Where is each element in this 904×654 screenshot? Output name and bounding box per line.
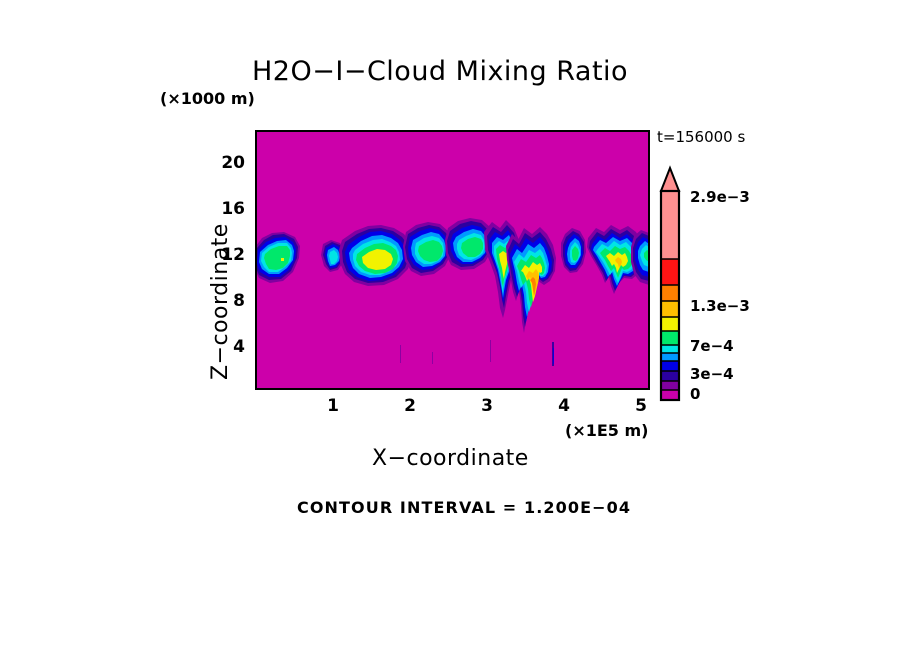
- colorbar-band-blue: [661, 361, 679, 371]
- colorbar-band-magenta: [661, 390, 679, 400]
- y-tick-label-16: 16: [221, 199, 245, 219]
- colorbar-label-2_9e-3: 2.9e−3: [690, 188, 750, 206]
- colorbar-band-gold: [661, 301, 679, 317]
- x-tick-label-1: 1: [327, 396, 339, 416]
- cloud-cell-6: [484, 220, 519, 318]
- colorbar-band-light-blue: [661, 353, 679, 361]
- y-tick-label-12: 12: [221, 245, 245, 265]
- y-tick-label-8: 8: [233, 291, 245, 311]
- cloud-cell-9: [587, 225, 645, 294]
- x-axis-unit-label: (×1E5 m): [565, 421, 649, 440]
- x-tick-label-2: 2: [404, 396, 416, 416]
- colorbar-band-salmon: [661, 191, 679, 259]
- colorbar-arrow-top: [659, 165, 681, 192]
- y-tick-label-20: 20: [221, 153, 245, 173]
- colorbar-band-red: [661, 259, 679, 285]
- colorbar-band-purple: [661, 381, 679, 390]
- colorbar-label-1_3e-3: 1.3e−3: [690, 297, 750, 315]
- time-stamp-label: t=156000 s: [657, 128, 746, 146]
- plot-background: [256, 131, 649, 389]
- cloud-field: [256, 218, 649, 366]
- cloud-cell-2: [321, 240, 345, 272]
- x-tick-label-4: 4: [558, 396, 570, 416]
- cloud-cell-1: [256, 232, 300, 283]
- x-tick-label-3: 3: [481, 396, 493, 416]
- x-axis-title: X−coordinate: [372, 446, 529, 471]
- page-title: H2O−I−Cloud Mixing Ratio: [252, 56, 629, 87]
- y-tick-label-4: 4: [233, 337, 245, 357]
- contour-interval-note: CONTOUR INTERVAL = 1.200E−04: [297, 498, 632, 517]
- cloud-cell-10: [631, 230, 649, 285]
- colorbar-band-orange: [661, 285, 679, 301]
- y-axis-unit-label: (×1000 m): [160, 89, 255, 108]
- plot-frame: [255, 130, 650, 390]
- colorbar-outline: [659, 189, 681, 402]
- x-tick-label-5: 5: [635, 396, 647, 416]
- colorbar-label-7e-4: 7e−4: [690, 337, 734, 355]
- colorbar-label-3e-4: 3e−4: [690, 365, 734, 383]
- cloud-cell-3: [339, 225, 412, 286]
- cloud-cell-5: [445, 218, 494, 270]
- cloud-cell-8: [561, 228, 586, 273]
- low-level-streaks: [400, 340, 554, 366]
- colorbar-band-yellow: [661, 317, 679, 331]
- colorbar: [659, 165, 681, 402]
- cloud-cell-7: [506, 227, 556, 333]
- cloud-cell-4: [403, 222, 452, 276]
- colorbar-label-0: 0: [690, 385, 701, 403]
- colorbar-band-green: [661, 331, 679, 345]
- colorbar-separators: [661, 258, 679, 391]
- colorbar-band-navy: [661, 371, 679, 381]
- colorbar-band-cyan: [661, 345, 679, 353]
